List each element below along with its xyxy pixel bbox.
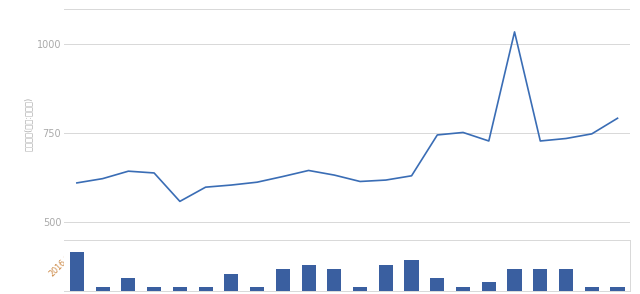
Bar xyxy=(430,278,444,291)
Bar xyxy=(327,269,341,291)
Bar xyxy=(173,287,187,291)
Bar xyxy=(508,269,522,291)
Bar xyxy=(559,269,573,291)
Bar xyxy=(276,269,290,291)
Bar xyxy=(250,287,264,291)
Bar xyxy=(70,252,84,291)
Bar xyxy=(482,282,496,291)
Bar xyxy=(456,287,470,291)
Bar xyxy=(147,287,161,291)
Bar xyxy=(353,287,367,291)
Bar xyxy=(379,265,393,291)
Bar xyxy=(585,287,599,291)
Bar xyxy=(404,260,419,291)
Bar xyxy=(224,273,239,291)
Bar xyxy=(95,287,109,291)
Y-axis label: 거래금액(단위:백만원): 거래금액(단위:백만원) xyxy=(24,97,33,151)
Bar xyxy=(198,287,212,291)
Bar xyxy=(533,269,547,291)
Bar xyxy=(301,265,316,291)
Bar xyxy=(122,278,136,291)
Bar xyxy=(611,287,625,291)
